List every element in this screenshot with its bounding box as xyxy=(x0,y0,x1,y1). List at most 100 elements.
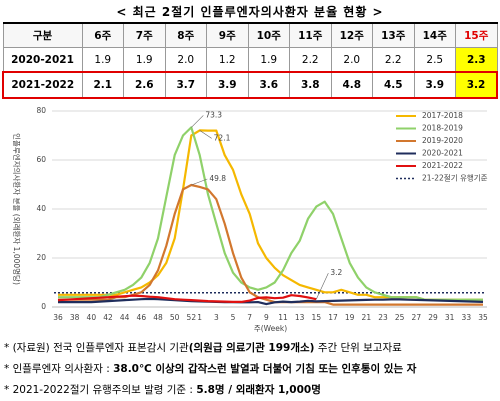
x-tick-label: 31 xyxy=(445,313,455,322)
row-label: 2021-2022 xyxy=(2,71,83,99)
x-tick-label: 50 xyxy=(170,313,180,322)
x-tick-label: 29 xyxy=(428,313,438,322)
note-text: 5.8명 / 외래환자 1,000명 xyxy=(196,384,321,396)
table-row: 2021-2022 2.1 2.6 3.7 3.9 3.6 3.8 4.8 4.5 3.9 3.2 xyxy=(2,71,498,99)
note-text: (의원급 의료기관 199개소) xyxy=(188,342,315,354)
label-leader xyxy=(191,115,204,128)
value-cell: 4.5 xyxy=(372,71,415,99)
header-cell: 14주 xyxy=(413,22,456,48)
value-cell: 3.9 xyxy=(206,71,249,99)
y-tick-label: 60 xyxy=(36,155,46,164)
header-cell: 12주 xyxy=(330,22,373,48)
data-label: 73.3 xyxy=(205,110,222,119)
series-line xyxy=(57,294,317,303)
x-axis-label: 주(Week) xyxy=(254,324,287,333)
y-tick-label: 0 xyxy=(41,302,46,311)
row-label: 2020-2021 xyxy=(2,47,83,73)
value-cell: 3.6 xyxy=(247,71,290,99)
data-label: 49.8 xyxy=(209,174,226,183)
header-cell: 구분 xyxy=(2,22,83,48)
value-cell: 2.0 xyxy=(164,47,207,73)
value-cell: 2.5 xyxy=(413,47,456,73)
value-cell: 2.2 xyxy=(289,47,332,73)
x-tick-label: 15 xyxy=(312,313,322,322)
note-text: 주간 단위 보고자료 xyxy=(314,342,402,354)
value-cell: 1.2 xyxy=(206,47,249,73)
value-cell: 3.8 xyxy=(289,71,332,99)
series-line xyxy=(58,183,483,306)
legend-label: 2018-2019 xyxy=(422,124,463,133)
x-tick-label: 17 xyxy=(328,313,338,322)
x-tick-label: 23 xyxy=(378,313,388,322)
series-line xyxy=(58,297,484,306)
value-cell: 1.9 xyxy=(123,47,166,73)
note-text: * (자료원) 전국 인플루엔자 표본감시 기관 xyxy=(4,342,189,354)
x-tick-label: 38 xyxy=(70,313,80,322)
x-tick-label: 13 xyxy=(295,313,305,322)
value-cell: 2.6 xyxy=(123,71,166,99)
label-leader xyxy=(191,178,208,186)
legend-label: 2020-2021 xyxy=(422,149,463,158)
x-tick-label: 9 xyxy=(264,313,269,322)
y-axis-label: 인플루엔자의사환자 분율 (외래환자 1,000명당) xyxy=(12,133,22,285)
x-tick-label: 52 xyxy=(187,313,197,322)
header-cell: 7주 xyxy=(123,22,166,48)
x-tick-label: 48 xyxy=(153,313,163,322)
label-leader xyxy=(316,273,329,300)
header-cell: 8주 xyxy=(164,22,207,48)
value-cell: 3.7 xyxy=(164,71,207,99)
header-cell: 6주 xyxy=(81,22,124,48)
value-cell: 2.1 xyxy=(81,71,124,99)
value-cell: 2.3 xyxy=(455,47,498,73)
note-text: 38.0℃ 이상의 갑작스런 발열과 더불어 기침 또는 인후통이 있는 자 xyxy=(113,363,417,375)
value-cell: 3.2 xyxy=(455,71,498,99)
series-line xyxy=(58,126,483,301)
value-cell: 3.9 xyxy=(413,71,456,99)
table: 구분 6주 7주 8주 9주 10주 11주 12주 13주 14주 15주 2020-2021 1.9… xyxy=(2,22,498,99)
x-tick-label: 1 xyxy=(197,313,202,322)
note-text: * 인플루엔자 의사환자 : xyxy=(4,363,114,375)
data-label: 3.2 xyxy=(330,268,342,277)
header-cell: 11주 xyxy=(289,22,332,48)
x-tick-label: 21 xyxy=(362,313,372,322)
title: < 최근 2절기 인플루엔자의사환자 분율 현황 > xyxy=(116,5,384,19)
x-tick-label: 46 xyxy=(137,313,147,322)
value-cell: 2.2 xyxy=(372,47,415,73)
x-tick-label: 25 xyxy=(395,313,405,322)
header-cell: 10주 xyxy=(247,22,290,48)
x-tick-label: 42 xyxy=(103,313,113,322)
header-cell: 15주 xyxy=(455,22,498,48)
x-tick-label: 7 xyxy=(247,313,252,322)
x-tick-label: 11 xyxy=(278,313,288,322)
data-label: 72.1 xyxy=(214,133,231,142)
x-tick-label: 5 xyxy=(231,313,236,322)
label-leader xyxy=(199,130,212,139)
note: * 2021-2022절기 유행주의보 발령 기준 : 5.8명 / 외래환자 … xyxy=(4,380,416,401)
x-tick-label: 40 xyxy=(87,313,97,322)
x-tick-label: 27 xyxy=(412,313,422,322)
note: * 인플루엔자 의사환자 : 38.0℃ 이상의 갑작스런 발열과 더불어 기침… xyxy=(4,359,416,380)
header-cell: 9주 xyxy=(206,22,249,48)
header-cell: 13주 xyxy=(372,22,415,48)
value-cell: 2.0 xyxy=(330,47,373,73)
y-tick-label: 40 xyxy=(36,204,46,213)
notes: * (자료원) 전국 인플루엔자 표본감시 기관(의원급 의료기관 199개소)… xyxy=(4,338,416,401)
x-tick-label: 33 xyxy=(462,313,472,322)
note-text: * 2021-2022절기 유행주의보 발령 기준 : xyxy=(4,384,197,396)
x-tick-label: 3 xyxy=(214,313,219,322)
value-cell: 1.9 xyxy=(247,47,290,73)
x-tick-label: 35 xyxy=(478,313,488,322)
x-tick-label: 36 xyxy=(53,313,63,322)
note: * (자료원) 전국 인플루엔자 표본감시 기관(의원급 의료기관 199개소)… xyxy=(4,338,416,359)
table-row: 2020-2021 1.9 1.9 2.0 1.2 1.9 2.2 2.0 2.2 2.5 2.3 xyxy=(2,47,498,73)
y-tick-label: 20 xyxy=(36,253,46,262)
table-header-row: 구분 6주 7주 8주 9주 10주 11주 12주 13주 14주 15주 xyxy=(2,22,498,48)
legend-label: 2017-2018 xyxy=(422,111,463,120)
y-tick-label: 80 xyxy=(36,106,46,115)
legend-label: 21-22절기 유행기준 xyxy=(422,173,488,183)
x-tick-label: 19 xyxy=(345,313,355,322)
value-cell: 1.9 xyxy=(81,47,124,73)
x-tick-label: 44 xyxy=(120,313,130,322)
